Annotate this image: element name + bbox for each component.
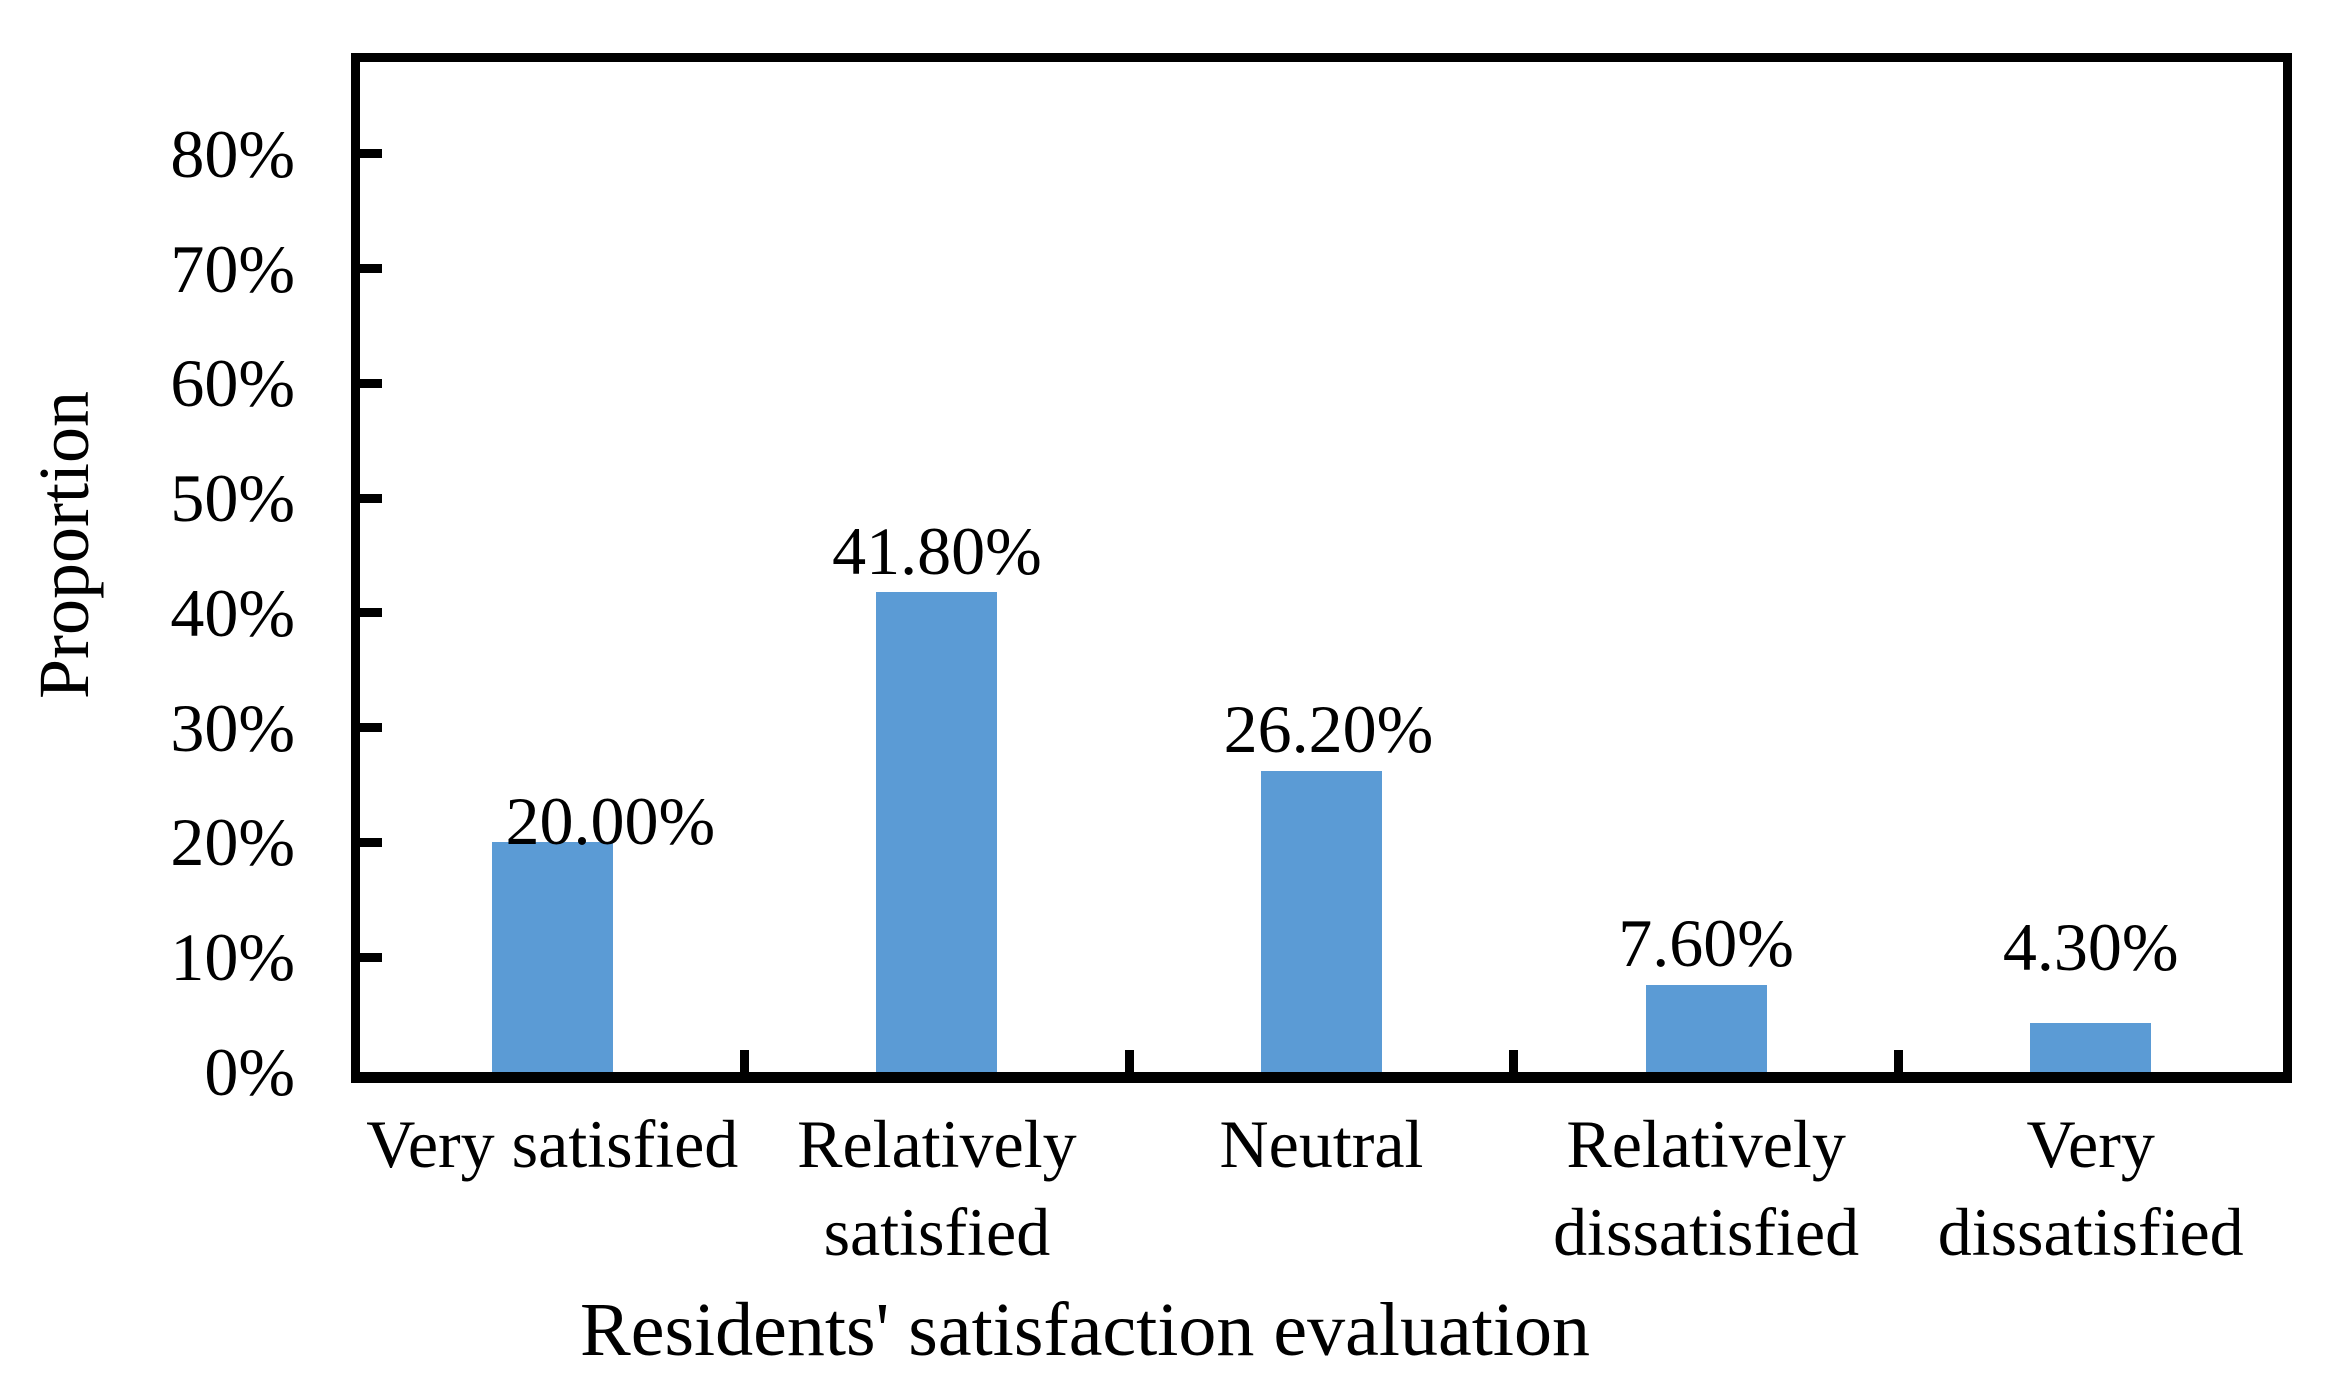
y-tick-label: 20% [170, 804, 295, 881]
y-tick [360, 378, 382, 388]
y-tick [360, 264, 382, 274]
y-tick-label: 40% [170, 574, 295, 651]
x-tick [1509, 1050, 1519, 1072]
bar-value-label: 41.80% [832, 513, 1042, 590]
bar [1261, 771, 1382, 1072]
x-category-label: Neutral [1219, 1106, 1424, 1182]
bar [876, 592, 998, 1072]
y-tick [360, 723, 382, 733]
y-tick [360, 952, 382, 962]
y-tick [360, 493, 382, 503]
bar-value-label: 20.00% [505, 783, 716, 860]
x-category-label: Very dissatisfied [1937, 1106, 2244, 1270]
bar [491, 842, 613, 1072]
bar [2030, 1022, 2152, 1072]
plot-area: 20.00% 41.80% 26.20% 7.60% 4.30% [351, 53, 2292, 1083]
bar-value-label: 26.20% [1223, 691, 1434, 768]
x-tick [1124, 1050, 1134, 1072]
x-tick [740, 1050, 750, 1072]
bar [1645, 984, 1767, 1072]
x-category-label: Very satisfied [366, 1106, 739, 1182]
bar-value-label: 7.60% [1618, 904, 1794, 981]
y-tick-label: 30% [170, 689, 295, 766]
y-tick [360, 149, 382, 159]
bar-value-label: 4.30% [2002, 908, 2179, 985]
y-tick [360, 837, 382, 847]
x-category-label: Relatively dissatisfied [1553, 1106, 1860, 1270]
y-tick-label: 50% [170, 460, 295, 537]
y-tick-label: 0% [204, 1034, 295, 1110]
y-tick-label: 10% [170, 919, 295, 996]
x-category-label: Relatively satisfied [797, 1106, 1077, 1270]
y-tick [360, 608, 382, 618]
y-tick-label: 80% [170, 115, 295, 192]
x-axis-title: Residents' satisfaction evaluation [580, 1288, 1590, 1372]
x-tick [1893, 1050, 1903, 1072]
y-tick-label: 70% [170, 230, 295, 307]
y-tick-label: 60% [170, 345, 295, 422]
